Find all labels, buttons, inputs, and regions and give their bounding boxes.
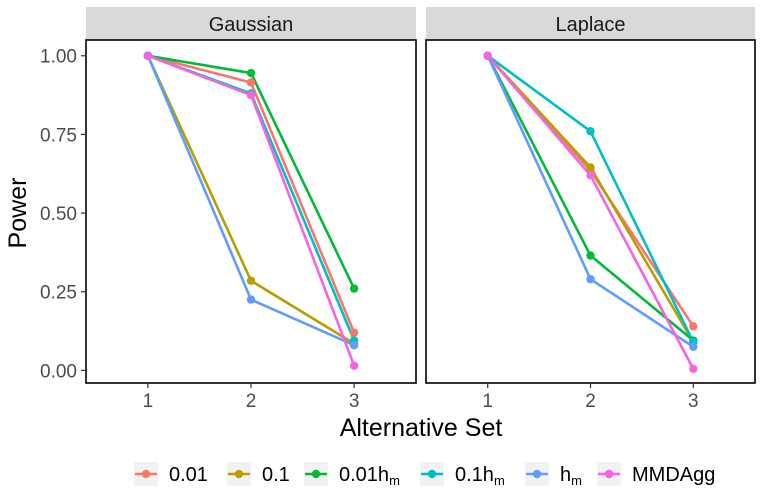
panel-gaussian: Gaussian [85,7,417,384]
x-tick-label: 1 [143,391,154,412]
point-s01-2 [586,163,595,172]
legend-key-point [532,469,542,479]
legend-key-point [604,469,614,479]
point-s001-3 [349,328,359,337]
legend-label: 0.01hm [339,464,400,488]
legend-item-smmd: MMDAgg [597,462,715,486]
point-smmd-1 [143,51,153,60]
legend-label: 0.1 [262,464,290,486]
panel-strip [426,7,755,40]
y-tick-label: 0.00 [40,361,77,382]
point-s001hm-2 [246,68,256,78]
point-s001hm-2 [586,251,595,260]
y-tick-label: 0.25 [40,283,77,304]
point-s001hm-3 [349,284,359,293]
y-axis-title: Power [4,178,32,249]
legend-key-point [427,469,437,479]
panels: Gaussian Laplace [85,7,756,384]
y-tick-label: 0.75 [40,125,77,146]
x-tick-label: 2 [585,391,596,412]
legend: 0.01 0.1 0.01hm 0.1hm hm MMDAgg [134,462,715,488]
legend-label: 0.01 [169,464,208,486]
point-shm-3 [349,341,359,350]
x-tick-label: 3 [688,391,699,412]
y-tick-label: 1.00 [40,47,77,68]
legend-item-s01hm: 0.1hm [420,462,505,488]
legend-label: hm [560,464,582,488]
point-shm-2 [586,274,595,284]
legend-item-s001hm: 0.01hm [304,462,400,488]
point-s001-3 [689,322,698,331]
legend-item-s001: 0.01 [134,462,208,486]
point-s01-2 [246,276,256,285]
point-s001-2 [246,78,256,87]
point-smmd-2 [246,90,256,100]
point-smmd-3 [349,361,359,370]
legend-key-point [141,469,151,479]
point-smmd-1 [483,51,492,60]
legend-label: 0.1hm [455,464,505,488]
x-tick-label: 3 [349,391,360,412]
point-s01hm-2 [586,127,595,136]
axes: 1 2 3 1 2 3 0.00 0.25 0.50 0.75 1.00 [40,47,699,412]
legend-label: MMDAgg [632,464,715,486]
legend-key-point [234,469,244,479]
panel-title: Gaussian [209,14,294,36]
legend-key-point [311,469,321,479]
x-axis-title: Alternative Set [340,414,503,442]
x-tick-label: 1 [482,391,493,412]
panel-laplace: Laplace [425,7,756,384]
point-shm-2 [246,295,256,304]
point-smmd-3 [689,364,698,374]
point-shm-3 [689,342,698,352]
panel-title: Laplace [555,14,625,36]
panel-strip [86,7,416,40]
point-smmd-2 [586,171,595,180]
x-tick-label: 2 [246,391,257,412]
legend-item-s01: 0.1 [227,462,290,486]
legend-item-shm: hm [525,462,582,488]
panel-frame [425,39,756,384]
y-tick-label: 0.50 [40,204,77,225]
